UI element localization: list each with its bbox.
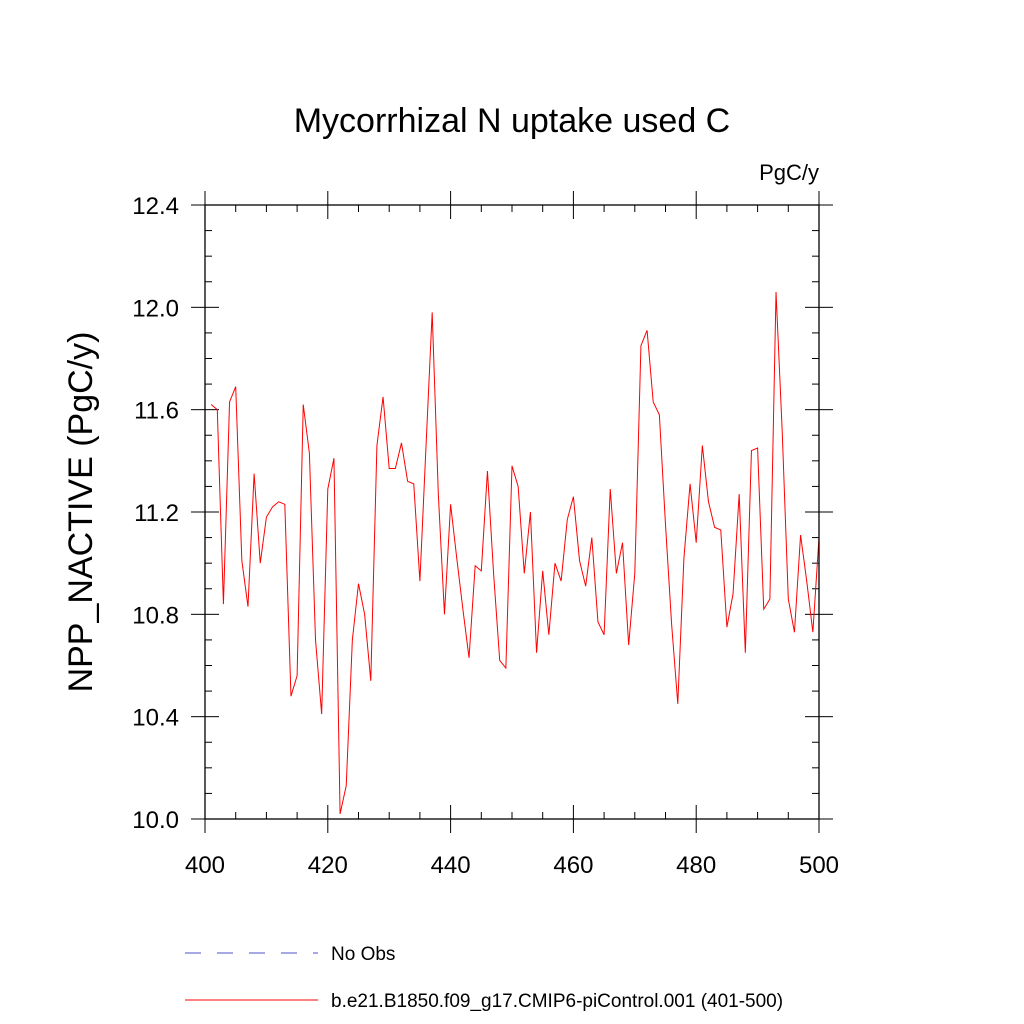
x-tick-label: 500 [799, 852, 839, 879]
units-label: PgC/y [759, 160, 819, 185]
y-tick-label: 12.4 [132, 193, 179, 220]
chart-title: Mycorrhizal N uptake used C [294, 102, 731, 140]
y-tick-label: 10.0 [132, 807, 179, 834]
x-tick-label: 400 [185, 852, 225, 879]
x-tick-label: 480 [676, 852, 716, 879]
tick-labels: 400 420 440 460 480 500 10.0 10.4 10.8 11.2 11.6 12… [132, 193, 839, 879]
y-tick-label: 10.4 [132, 705, 179, 732]
plot-frame [204, 204, 820, 820]
legend: No Obs b.e21.B1850.f09_g17.CMIP6-piContr… [185, 944, 783, 1012]
series-line-control [210, 291, 820, 814]
y-tick-label: 11.6 [134, 398, 179, 425]
series-layer [210, 291, 820, 814]
y-axis-label: NPP_NACTIVE (PgC/y) [62, 332, 100, 693]
y-tick-label: 11.2 [134, 500, 179, 527]
legend-label-control: b.e21.B1850.f09_g17.CMIP6-piControl.001 … [331, 991, 783, 1012]
x-tick-label: 440 [431, 852, 471, 879]
legend-label-no-obs: No Obs [331, 944, 395, 965]
y-tick-label: 12.0 [132, 295, 179, 322]
axis-ticks [191, 191, 833, 833]
x-tick-label: 420 [308, 852, 348, 879]
x-tick-label: 460 [553, 852, 593, 879]
y-tick-label: 10.8 [132, 602, 179, 629]
